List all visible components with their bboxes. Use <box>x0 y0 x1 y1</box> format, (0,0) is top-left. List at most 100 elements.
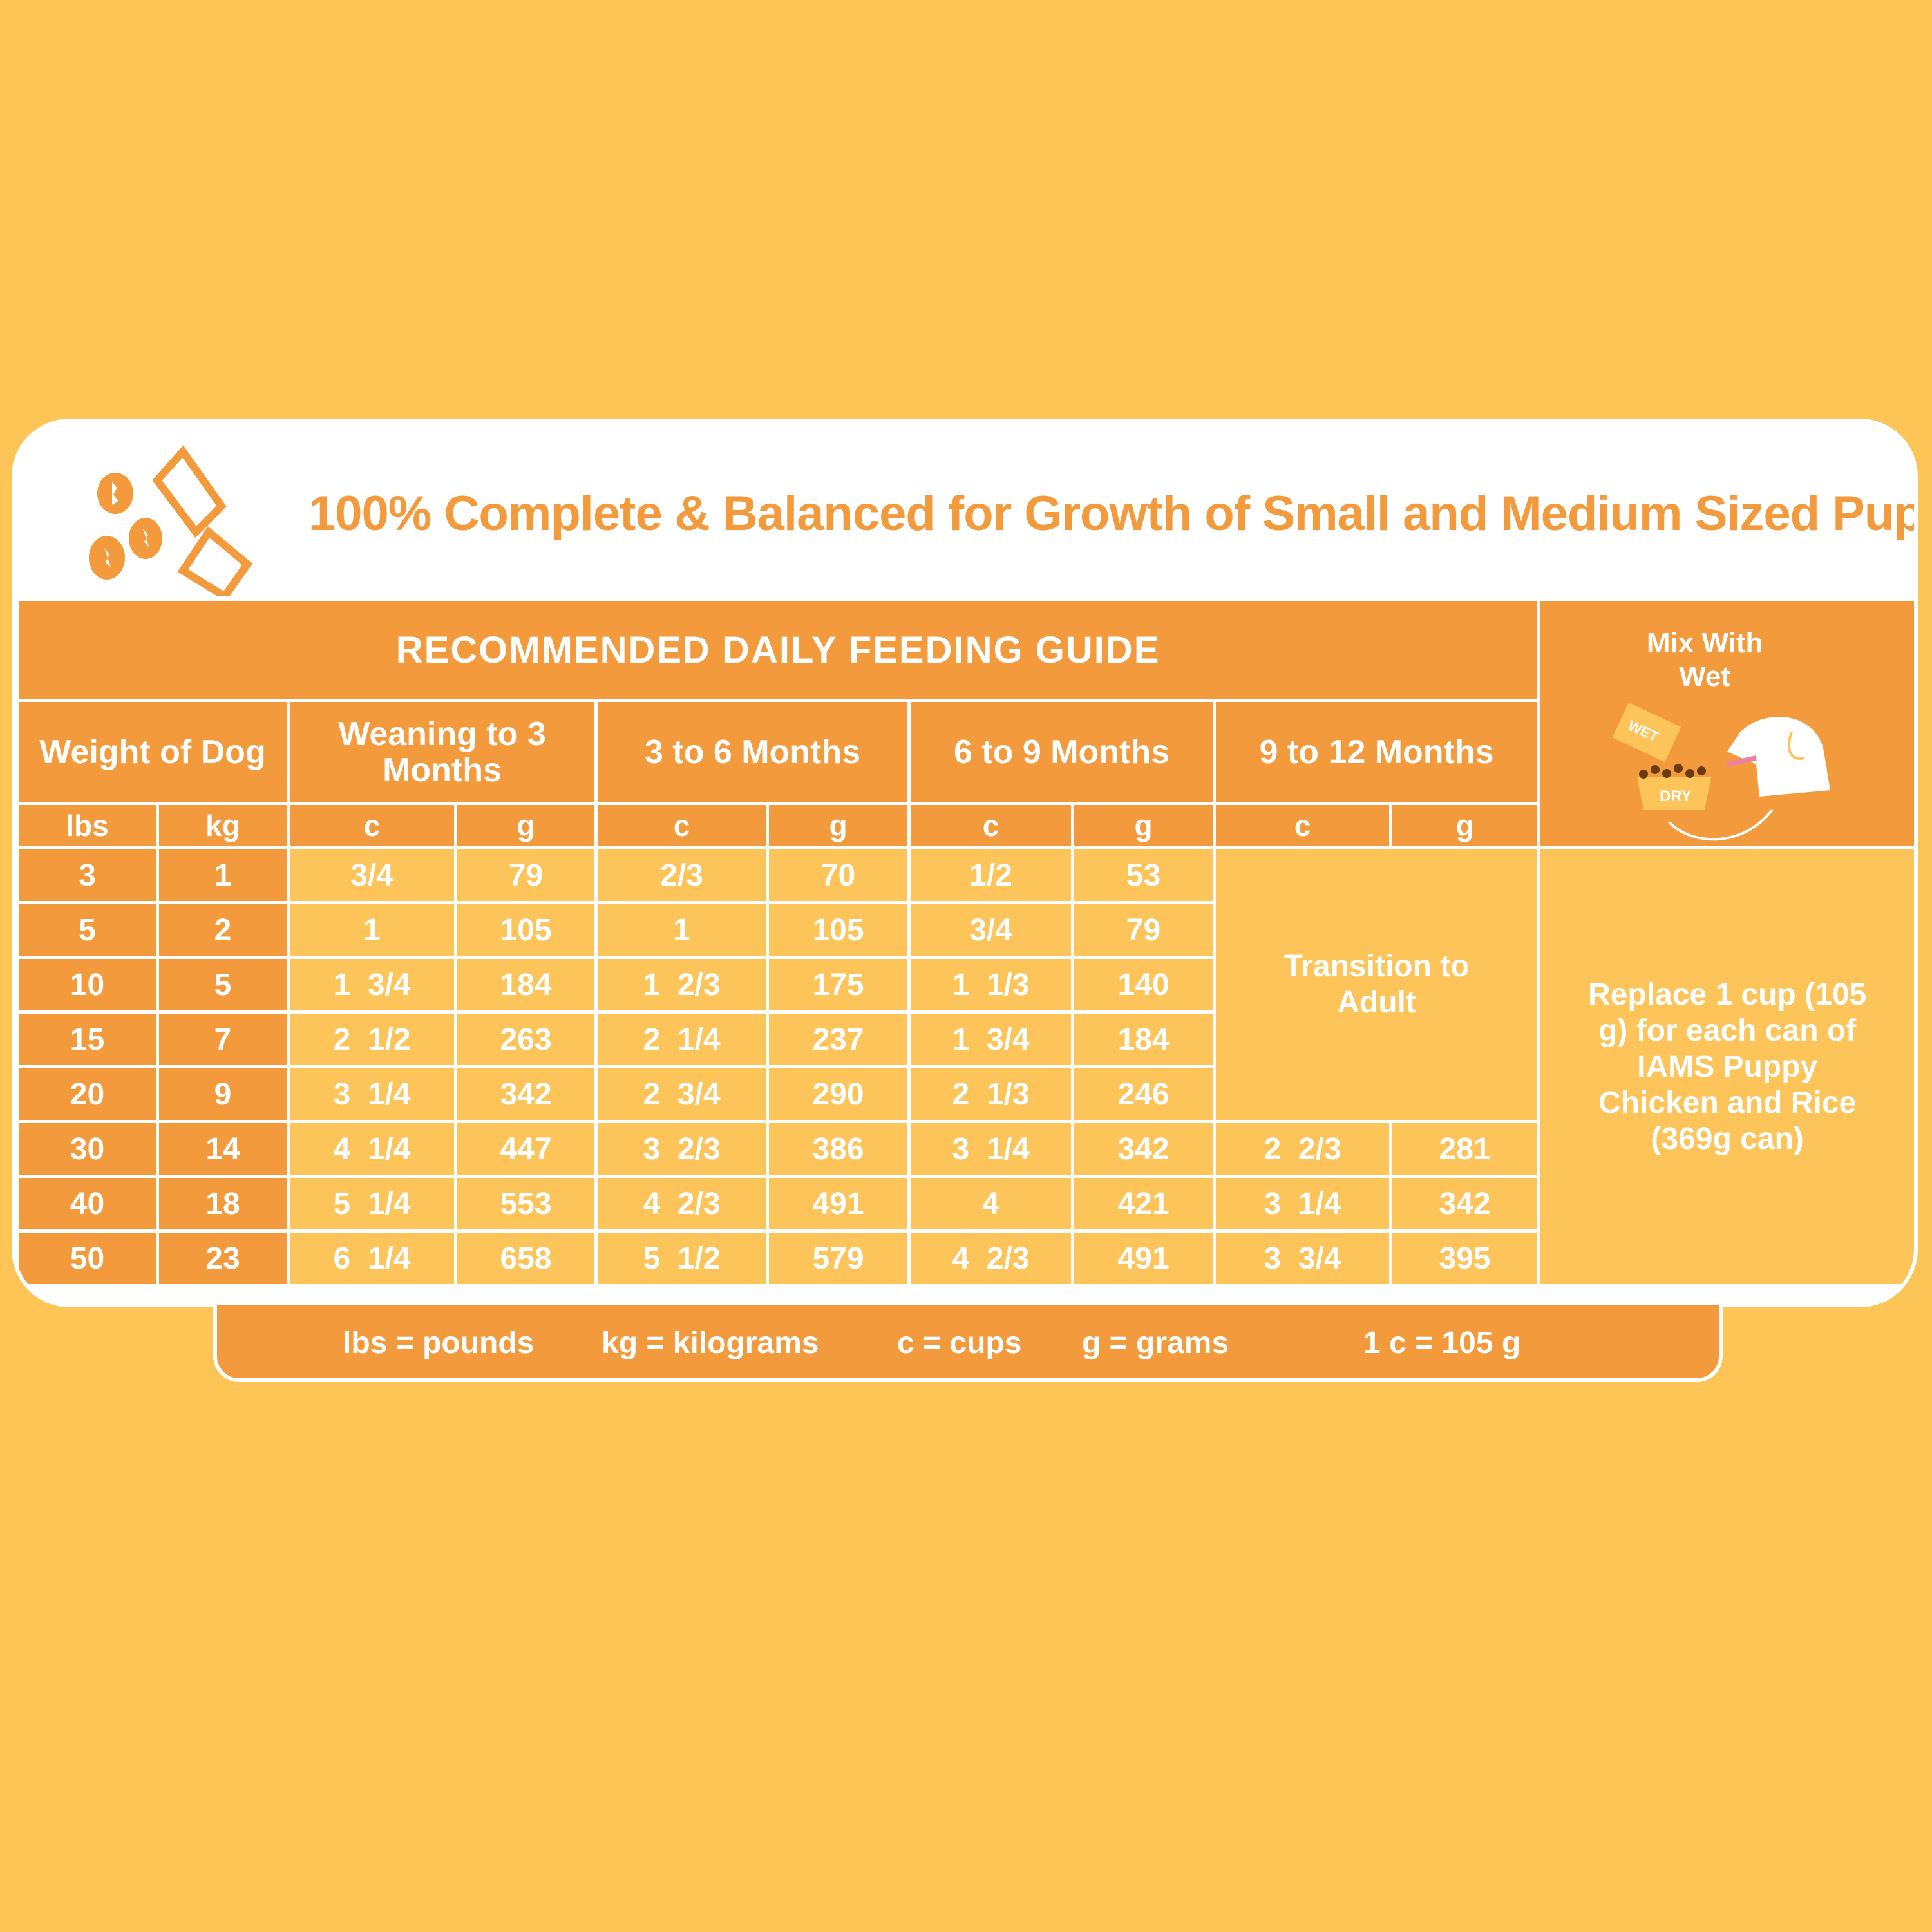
cups-cell: 1 1/3 <box>907 956 1074 1014</box>
unit-header: kg <box>156 802 290 849</box>
grams-cell: 447 <box>454 1120 598 1178</box>
transition-to-adult: Transition to Adult <box>1212 846 1541 1123</box>
grams-cell: 579 <box>766 1229 911 1287</box>
grams-cell: 658 <box>454 1229 598 1287</box>
cups-cell: 3/4 <box>287 846 457 904</box>
grams-cell: 237 <box>766 1010 911 1068</box>
cups-cell: 1 <box>594 901 769 959</box>
cups-cell: 1 3/4 <box>287 956 457 1014</box>
cups-cell: 3 1/4 <box>287 1065 457 1123</box>
kibble-and-measuring-cup-icon <box>89 445 253 596</box>
mix-title: Mix With Wet <box>1646 627 1763 692</box>
grams-cell: 342 <box>1071 1120 1216 1178</box>
table-row: 30 14 4 1/4 447 3 2/3 386 3 1/4 342 2 2/3 281 <box>15 1120 1915 1178</box>
unit-header: g <box>1388 802 1541 849</box>
weight-kg-cell: 2 <box>156 901 290 959</box>
dry-label: DRY <box>1660 788 1692 805</box>
legend-item: c = cups <box>897 1326 1022 1360</box>
table-row: 15 7 2 1/2 263 2 1/4 237 1 3/4 184 <box>15 1010 1915 1068</box>
table-row: 3 1 3/4 79 2/3 70 1/2 53 Transition to Adult Repl… <box>15 846 1914 1287</box>
cups-cell: 3 1/4 <box>907 1120 1074 1178</box>
cups-cell: 3/4 <box>907 901 1074 959</box>
grams-cell: 105 <box>454 901 598 959</box>
grams-cell: 53 <box>1071 846 1216 904</box>
grams-cell: 79 <box>454 846 598 904</box>
grams-cell: 70 <box>766 846 911 904</box>
grams-cell: 421 <box>1071 1175 1216 1233</box>
cups-cell: 1/2 <box>907 846 1074 904</box>
weight-kg-cell: 23 <box>156 1229 290 1287</box>
weight-lbs-cell: 30 <box>15 1120 159 1178</box>
grams-cell: 281 <box>1388 1120 1541 1178</box>
unit-header: g <box>454 802 598 849</box>
unit-header: g <box>766 802 911 849</box>
grams-cell: 184 <box>1071 1010 1216 1068</box>
grams-cell: 553 <box>454 1175 598 1233</box>
unit-header: c <box>1213 802 1392 849</box>
card-header: 100% Complete & Balanced for Growth of S… <box>15 422 1914 598</box>
weight-lbs-cell: 5 <box>15 901 159 959</box>
weight-lbs-cell: 10 <box>15 956 159 1014</box>
weight-lbs-cell: 50 <box>15 1229 159 1287</box>
grams-cell: 342 <box>454 1065 598 1123</box>
unit-header: g <box>1071 802 1216 849</box>
grams-cell: 175 <box>766 956 911 1014</box>
cups-cell: 1 <box>287 901 457 959</box>
grams-cell: 263 <box>454 1010 598 1068</box>
legend-item: g = grams <box>1082 1326 1229 1360</box>
weight-kg-cell: 9 <box>156 1065 290 1123</box>
cups-cell: 3 3/4 <box>1213 1229 1392 1287</box>
age-header: 3 to 6 Months <box>594 699 911 805</box>
legend-item: kg = kilograms <box>601 1326 819 1360</box>
weight-lbs-cell: 40 <box>15 1175 159 1233</box>
grams-cell: 395 <box>1388 1229 1541 1287</box>
table-row: 40 18 5 1/4 553 4 2/3 491 4 421 3 1/4 342 <box>15 1175 1915 1233</box>
cups-cell: 4 1/4 <box>287 1120 457 1178</box>
weight-kg-cell: 1 <box>156 846 290 904</box>
cups-cell: 2 1/4 <box>594 1010 769 1068</box>
age-header: 6 to 9 Months <box>907 699 1216 805</box>
feeding-guide-card: 100% Complete & Balanced for Growth of S… <box>12 419 1918 1307</box>
cups-cell: 4 2/3 <box>907 1229 1074 1287</box>
cups-cell: 4 2/3 <box>594 1175 769 1233</box>
grams-cell: 342 <box>1388 1175 1541 1233</box>
grams-cell: 79 <box>1071 901 1216 959</box>
cups-cell: 2/3 <box>594 846 769 904</box>
grams-cell: 184 <box>454 956 598 1014</box>
weight-header: Weight of Dog <box>15 699 290 805</box>
cups-cell: 4 <box>907 1175 1074 1233</box>
grams-cell: 491 <box>766 1175 911 1233</box>
page-title: 100% Complete & Balanced for Growth of S… <box>308 486 1918 541</box>
grams-cell: 290 <box>766 1065 911 1123</box>
grams-cell: 491 <box>1071 1229 1216 1287</box>
weight-kg-cell: 14 <box>156 1120 290 1178</box>
unit-header: c <box>287 802 457 849</box>
cups-cell: 1 3/4 <box>907 1010 1074 1068</box>
cups-cell: 1 2/3 <box>594 956 769 1014</box>
grams-cell: 140 <box>1071 956 1216 1014</box>
cups-cell: 2 1/3 <box>907 1065 1074 1123</box>
unit-header: lbs <box>15 802 159 849</box>
cups-cell: 2 1/2 <box>287 1010 457 1068</box>
cups-cell: 5 1/4 <box>287 1175 457 1233</box>
dog-eating-wet-dry-food-icon: WET DRY <box>1612 702 1831 841</box>
table-row: 20 9 3 1/4 342 2 3/4 290 2 1/3 246 <box>15 1065 1915 1123</box>
table-row: 10 5 1 3/4 184 1 2/3 175 1 1/3 140 <box>15 956 1915 1014</box>
unit-header: c <box>907 802 1074 849</box>
cups-cell: 2 2/3 <box>1213 1120 1392 1178</box>
cups-cell: 6 1/4 <box>287 1229 457 1287</box>
grams-cell: 246 <box>1071 1065 1216 1123</box>
table-row: 5 2 1 105 1 105 3/4 79 <box>15 901 1915 959</box>
legend-item: lbs = pounds <box>343 1326 535 1360</box>
mix-with-wet-panel: Mix With Wet WET DRY <box>1537 598 1914 849</box>
unit-header: c <box>594 802 769 849</box>
cups-cell: 3 2/3 <box>594 1120 769 1178</box>
weight-lbs-cell: 15 <box>15 1010 159 1068</box>
legend-item: 1 c = 105 g <box>1363 1326 1521 1360</box>
grams-cell: 105 <box>766 901 911 959</box>
weight-lbs-cell: 3 <box>15 846 159 904</box>
cups-cell: 5 1/2 <box>594 1229 769 1287</box>
grams-cell: 386 <box>766 1120 911 1178</box>
weight-kg-cell: 7 <box>156 1010 290 1068</box>
age-header: 9 to 12 Months <box>1212 699 1541 805</box>
